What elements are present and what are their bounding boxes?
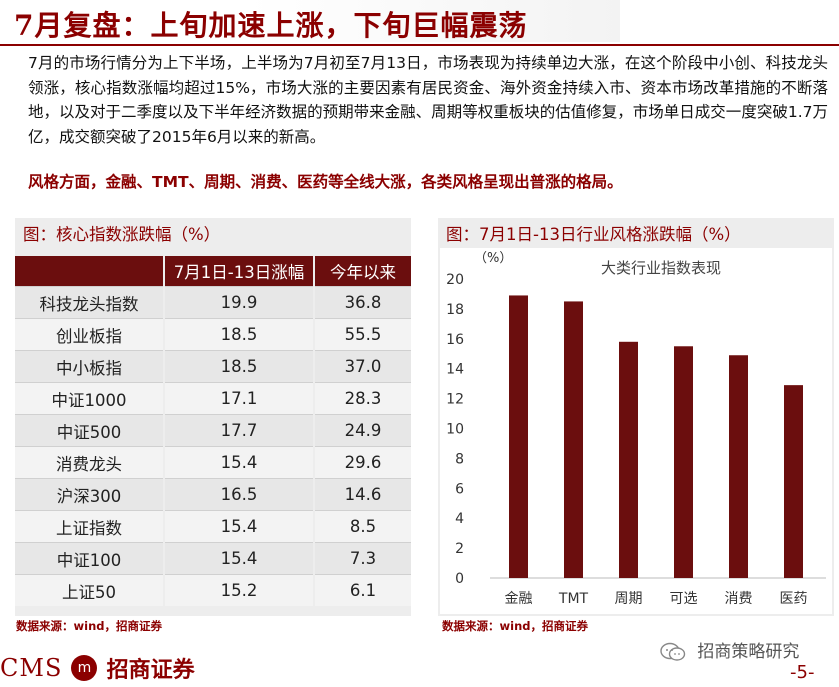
row-jul: 18.5 (164, 350, 315, 383)
table-row: 科技龙头指数 19.9 36.8 (15, 286, 411, 319)
logo-badge-icon: m (71, 655, 98, 681)
row-jul: 17.7 (164, 414, 315, 447)
x-tick-label: 消费 (725, 591, 753, 607)
table-header-jul: 7月1日-13日涨幅 (164, 256, 315, 287)
x-tick-label: 金融 (505, 591, 533, 607)
row-name: 中证500 (15, 414, 165, 447)
y-tick-label: 4 (455, 511, 464, 527)
x-tick-label: 周期 (615, 591, 643, 607)
y-tick-label: 14 (446, 362, 464, 378)
table-header-ytd: 今年以来 (314, 256, 411, 287)
bar-2 (619, 341, 638, 578)
row-jul: 15.2 (164, 574, 315, 606)
industry-bar-chart: 大类行业指数表现 （%） 0 2 4 6 8 10 12 14 16 18 20 金融 TMT 周期 可选 消费 医… (440, 248, 832, 614)
table-row: 中证100 15.4 7.3 (15, 542, 411, 575)
row-name: 科技龙头指数 (15, 286, 165, 319)
style-highlight: 风格方面，金融、TMT、周期、消费、医药等全线大涨，各类风格呈现出普涨的格局。 (28, 173, 623, 191)
wechat-watermark: 招商策略研究 (660, 637, 799, 662)
y-tick-label: 12 (446, 392, 464, 408)
row-ytd: 36.8 (314, 286, 411, 319)
row-ytd: 55.5 (314, 318, 411, 351)
industry-chart-caption: 图：7月1日-13日行业风格涨跌幅（%） (446, 225, 741, 244)
cms-logo: CMS m 招商证券 (0, 652, 195, 684)
row-name: 上证指数 (15, 510, 165, 543)
row-name: 中小板指 (15, 350, 165, 383)
industry-chart-panel: 图：7月1日-13日行业风格涨跌幅（%） 大类行业指数表现 （%） 0 2 4 6 8 10 1… (438, 218, 834, 616)
index-table: 7月1日-13日涨幅 今年以来 科技龙头指数 19.9 36.8 创业板指 18.5 5… (15, 256, 411, 606)
x-tick-label: 可选 (670, 591, 698, 607)
x-tick-label: 医药 (780, 591, 808, 607)
row-name: 中证100 (15, 542, 165, 575)
bar-1 (564, 301, 583, 578)
y-tick-label: 20 (446, 272, 464, 288)
bar-3 (674, 346, 693, 578)
wechat-label: 招商策略研究 (697, 642, 800, 662)
row-jul: 18.5 (164, 318, 315, 351)
row-name: 沪深300 (15, 478, 165, 511)
logo-cms-text: CMS (0, 654, 63, 682)
logo-cn-text: 招商证券 (106, 657, 195, 683)
table-header-name (15, 256, 165, 287)
x-tick-label: TMT (558, 591, 589, 607)
bar-5 (784, 385, 803, 578)
title-underline (0, 44, 839, 46)
row-ytd: 6.1 (314, 574, 411, 606)
chart-title: 大类行业指数表现 (601, 259, 721, 277)
row-name: 上证50 (15, 574, 165, 606)
table-row: 上证指数 15.4 8.5 (15, 510, 411, 543)
y-tick-label: 8 (455, 451, 464, 467)
row-jul: 17.1 (164, 382, 315, 415)
index-table-caption: 图：核心指数涨跌幅（%） (23, 225, 221, 244)
row-ytd: 24.9 (314, 414, 411, 447)
row-ytd: 7.3 (314, 542, 411, 575)
row-ytd: 28.3 (314, 382, 411, 415)
row-jul: 19.9 (164, 286, 315, 319)
left-data-source: 数据来源：wind，招商证券 (16, 619, 162, 633)
row-jul: 15.4 (164, 510, 315, 543)
y-tick-label: 16 (446, 332, 464, 348)
table-row: 创业板指 18.5 55.5 (15, 318, 411, 351)
row-name: 中证1000 (15, 382, 165, 415)
right-data-source: 数据来源：wind，招商证券 (442, 619, 588, 633)
table-row: 上证50 15.2 6.1 (15, 574, 411, 606)
row-ytd: 29.6 (314, 446, 411, 479)
row-jul: 15.4 (164, 446, 315, 479)
table-row: 中证500 17.7 24.9 (15, 414, 411, 447)
row-ytd: 8.5 (314, 510, 411, 543)
index-table-panel: 图：核心指数涨跌幅（%） 7月1日-13日涨幅 今年以来 科技龙头指数 19.9 3… (15, 218, 411, 616)
wechat-icon (660, 642, 686, 661)
y-tick-label: 0 (455, 571, 464, 587)
bar-4 (729, 355, 748, 578)
row-ytd: 14.6 (314, 478, 411, 511)
row-jul: 16.5 (164, 478, 315, 511)
page-number: -5- (790, 662, 815, 683)
summary-paragraph: 7月的市场行情分为上下半场，上半场为7月初至7月13日，市场表现为持续单边大涨，… (28, 54, 828, 146)
y-tick-label: 10 (446, 422, 464, 438)
table-header-row: 7月1日-13日涨幅 今年以来 (15, 256, 411, 287)
row-name: 创业板指 (15, 318, 165, 351)
page-title: 7月复盘：上旬加速上涨，下旬巨幅震荡 (14, 9, 528, 42)
table-row: 中小板指 18.5 37.0 (15, 350, 411, 383)
table-row: 沪深300 16.5 14.6 (15, 478, 411, 511)
bar-0 (509, 295, 528, 578)
y-tick-label: 6 (455, 481, 464, 497)
table-row: 消费龙头 15.4 29.6 (15, 446, 411, 479)
table-row: 中证1000 17.1 28.3 (15, 382, 411, 415)
chart-y-unit-label: （%） (474, 251, 512, 266)
title-bar: 7月复盘：上旬加速上涨，下旬巨幅震荡 (0, 0, 839, 46)
y-tick-label: 2 (455, 541, 464, 557)
row-name: 消费龙头 (15, 446, 165, 479)
row-ytd: 37.0 (314, 350, 411, 383)
y-tick-label: 18 (446, 302, 464, 318)
title-background (0, 0, 620, 42)
row-jul: 15.4 (164, 542, 315, 575)
